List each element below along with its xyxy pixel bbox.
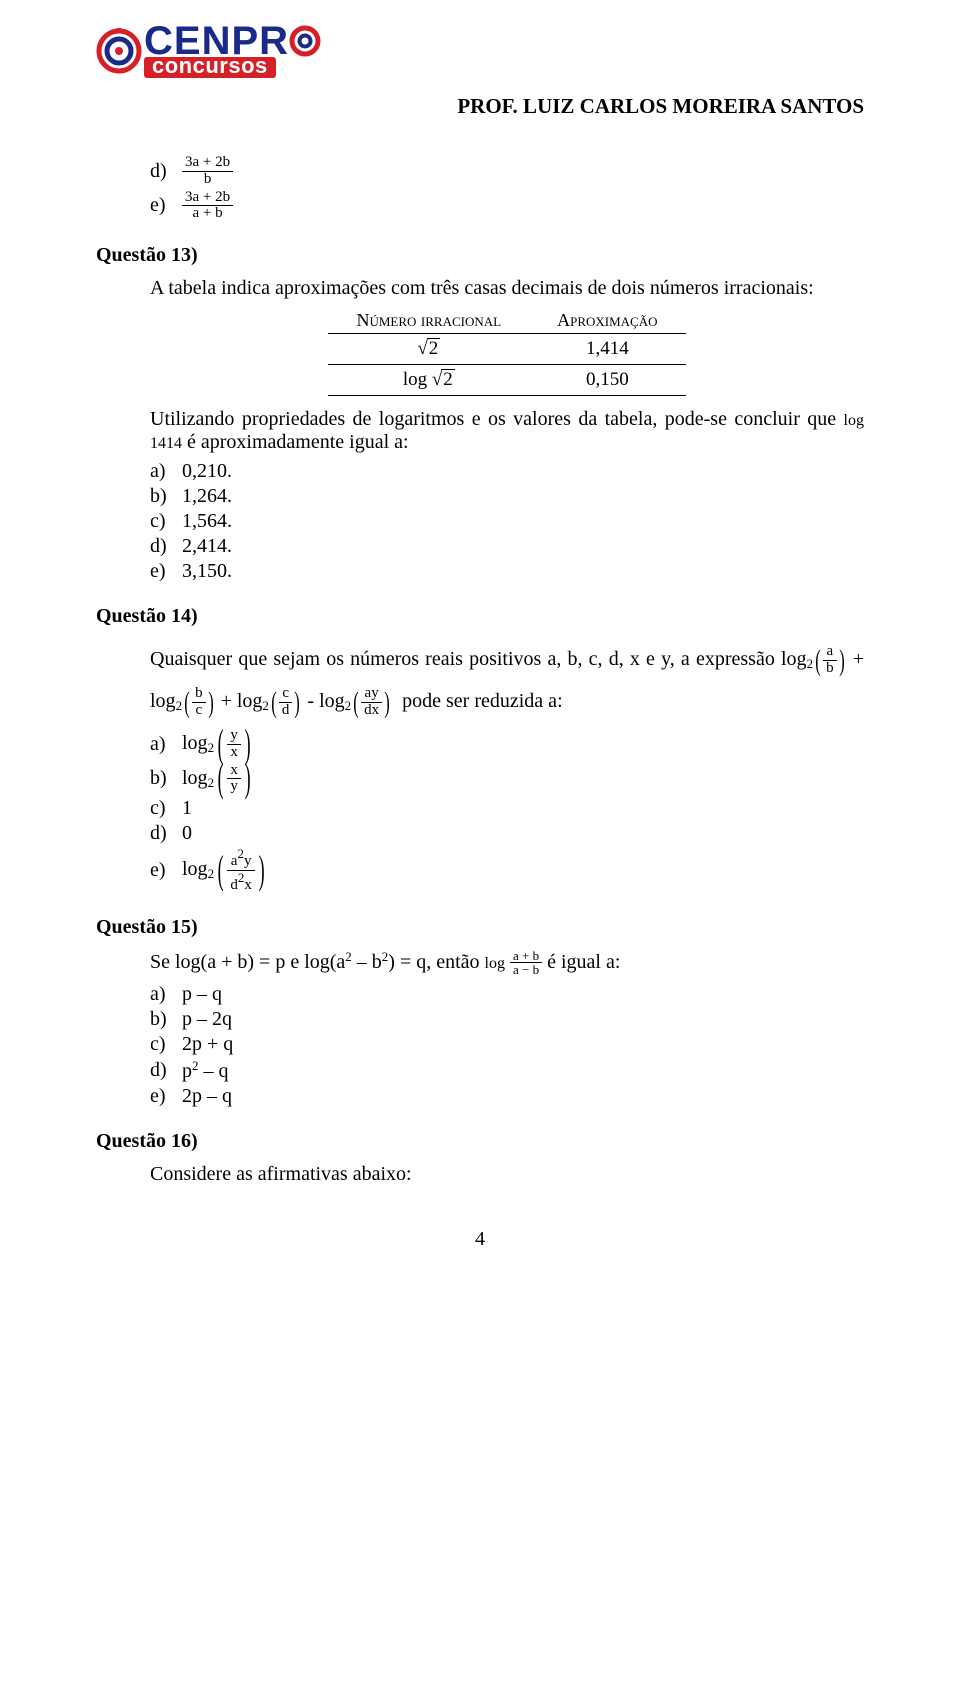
question-16-title: Questão 16) [96,1130,864,1153]
fraction: 3a + 2b a + b [182,190,233,223]
option-b: b) log2(xy) [150,763,864,796]
brand-logo: CENPR concursos [96,24,346,78]
option-d: d)0 [150,822,864,845]
table-cell: 1,414 [529,334,685,365]
option-c: c)1,564. [150,510,864,533]
option-e: e)3,150. [150,560,864,583]
page-number: 4 [96,1228,864,1251]
table-cell: 0,150 [529,365,685,396]
table-row: log √2 0,150 [328,365,685,396]
question-14-body: Quaisquer que sejam os números reais pos… [150,638,864,894]
option-c: c)2p + q [150,1033,864,1056]
table-header-right: Aproximação [529,308,685,334]
table-cell: √2 [328,334,529,365]
option-a: a) log2(yx) [150,728,864,761]
q15-line: Se log(a + b) = p e log(a2 – b2) = q, en… [150,949,864,978]
table-row: √2 1,414 [328,334,685,365]
option-d: d)p2 – q [150,1058,864,1083]
table-header-left: Número irracional [328,308,529,334]
option-b: b)1,264. [150,485,864,508]
prev-question-tail: d) 3a + 2b b e) 3a + 2b a + b [150,155,864,222]
target-icon [96,28,142,74]
option-e: e) 3a + 2b a + b [150,190,864,223]
q13-intro: A tabela indica aproximações com três ca… [150,277,864,300]
option-d: d) 3a + 2b b [150,155,864,188]
table-cell: log √2 [328,365,529,396]
option-label: e) [150,194,172,217]
q14-intro-expr: Quaisquer que sejam os números reais pos… [150,638,864,722]
question-15-title: Questão 15) [96,916,864,939]
option-c: c)1 [150,797,864,820]
option-a: a)0,210. [150,460,864,483]
question-13-body: A tabela indica aproximações com três ca… [150,277,864,583]
q16-line: Considere as afirmativas abaixo: [150,1163,864,1186]
option-e: e)2p – q [150,1085,864,1108]
professor-line: PROF. LUIZ CARLOS MOREIRA SANTOS [457,94,864,119]
page-header: CENPR concursos PROF. LUIZ CARLOS MOREIR… [96,24,864,119]
approximation-table: Número irracional Aproximação √2 1,414 l… [328,308,685,396]
q13-after: Utilizando propriedades de logaritmos e … [150,408,864,454]
brand-sub: concursos [144,57,276,78]
fraction: 3a + 2b b [182,155,233,188]
option-label: d) [150,160,172,183]
question-13-title: Questão 13) [96,244,864,267]
option-a: a)p – q [150,983,864,1006]
option-d: d)2,414. [150,535,864,558]
question-14-title: Questão 14) [96,605,864,628]
option-b: b)p – 2q [150,1008,864,1031]
question-15-body: Se log(a + b) = p e log(a2 – b2) = q, en… [150,949,864,1109]
option-e: e) log2(a2yd2x) [150,847,864,894]
question-16-body: Considere as afirmativas abaixo: [150,1163,864,1186]
